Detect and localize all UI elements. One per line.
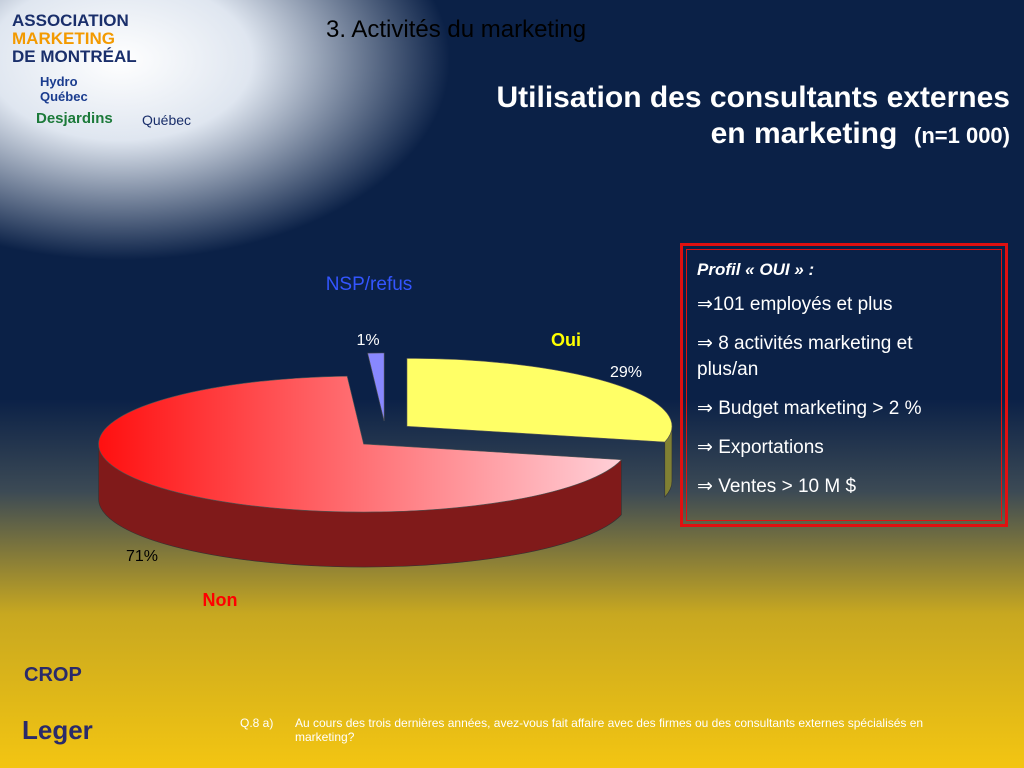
logo-text: DE MONTRÉAL (12, 47, 137, 66)
logo-text: Hydro Québec (40, 74, 88, 104)
profile-item: ⇒ Ventes > 10 M $ (697, 476, 857, 497)
logo-text: MARKETING (12, 29, 115, 48)
category-label: NSP/refus (326, 274, 413, 295)
profile-box: Profil « OUI » : ⇒101 employés et plus ⇒ … (680, 243, 1008, 527)
profile-item: ⇒ Exportations (697, 437, 824, 458)
pie-slice (367, 352, 385, 422)
logo-text: CROP (24, 664, 82, 686)
title-line: Utilisation des consultants externes (496, 81, 1010, 114)
profile-item: ⇒ 8 activités marketing et plus/an (697, 333, 913, 380)
question-id: Q.8 a) (240, 716, 274, 730)
logo-text: ASSOCIATION (12, 11, 129, 30)
section-title: 3. Activités du marketing (326, 16, 587, 43)
logo-text: Leger (22, 715, 93, 745)
pie-slice (98, 375, 623, 513)
category-label: Non (203, 590, 238, 610)
category-label: Oui (551, 330, 581, 350)
pie-slice (406, 358, 673, 443)
profile-item: ⇒101 employés et plus (697, 294, 893, 315)
value-label: 71% (126, 548, 158, 565)
title: Utilisation des consultants externes en … (497, 80, 1010, 154)
question-text: Au cours des trois dernières années, ave… (295, 716, 924, 744)
title-line: en marketing (710, 117, 898, 150)
logo-text: Desjardins (36, 110, 113, 127)
value-label: 29% (610, 364, 642, 381)
value-label: 1% (356, 332, 379, 349)
logo-text: Québec (142, 112, 192, 128)
profile-item: ⇒ Budget marketing > 2 % (697, 398, 922, 419)
sample-size: (n=1 000) (914, 123, 1010, 148)
profile-heading: Profil « OUI » : (697, 260, 815, 279)
logo-amm: ASSOCIATION MARKETING DE MONTRÉAL (12, 12, 137, 66)
